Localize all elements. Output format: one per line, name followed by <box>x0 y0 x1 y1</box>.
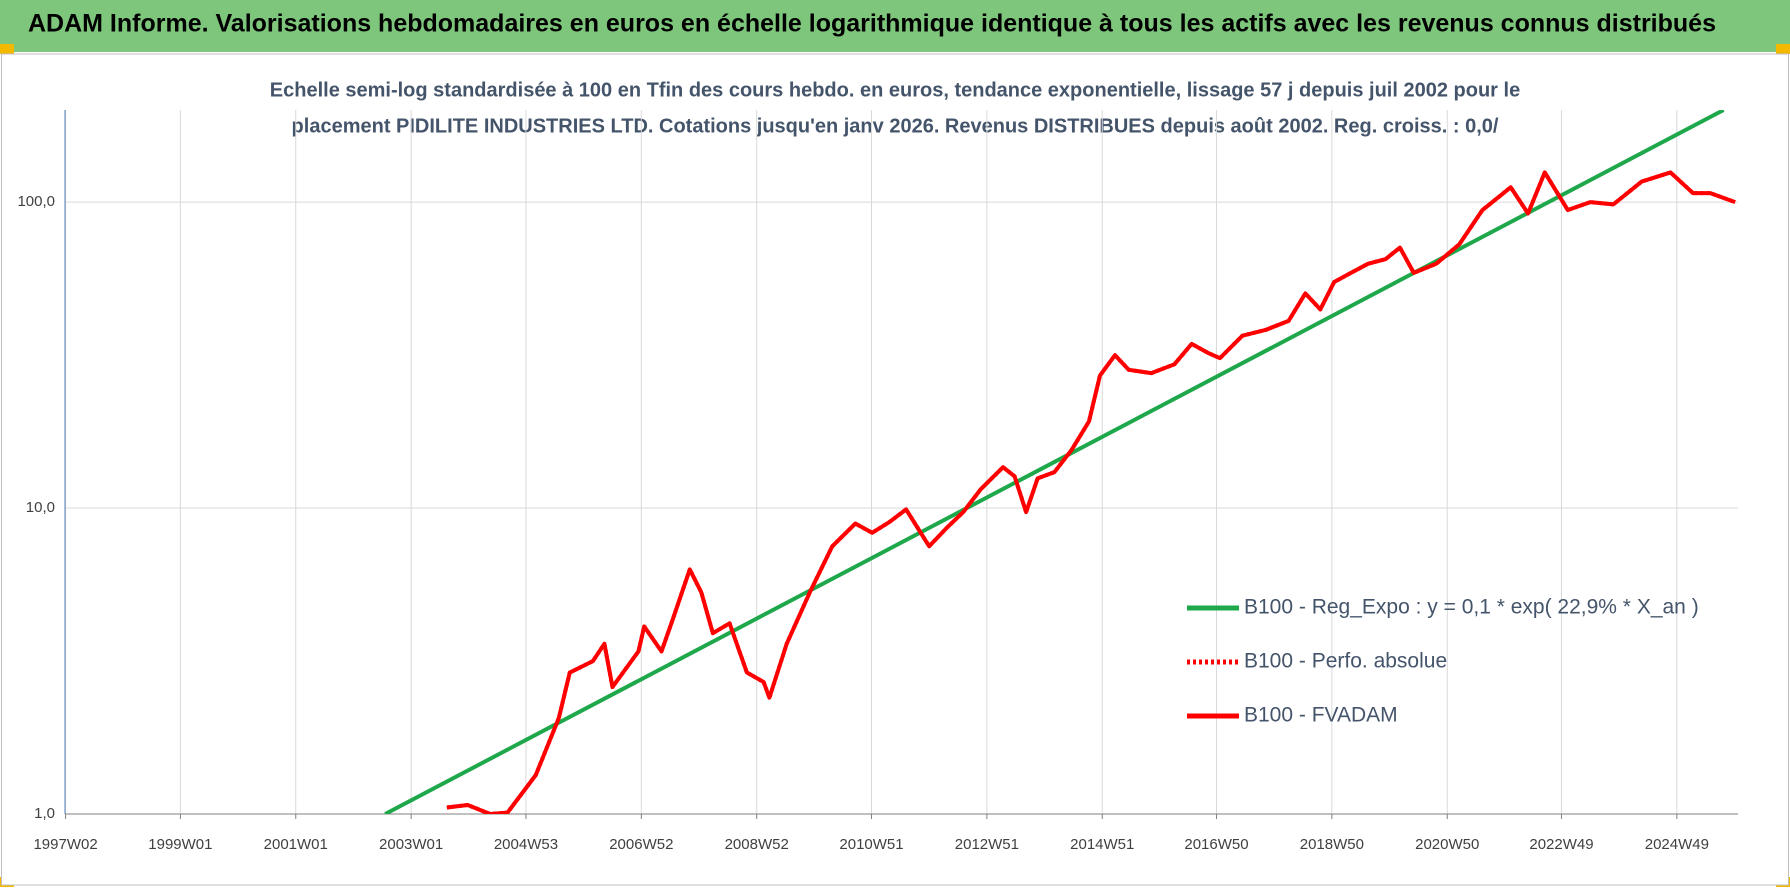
x-tick-label: 2006W52 <box>609 836 673 853</box>
corner <box>0 44 14 54</box>
chart-title: ADAM Informe. Valorisations hebdomadaire… <box>28 10 1716 38</box>
x-tick-label: 2012W51 <box>955 836 1019 853</box>
series-line <box>384 110 1725 814</box>
x-tick-label: 2001W01 <box>264 836 328 853</box>
x-tick-label: 2010W51 <box>839 836 903 853</box>
legend-label: B100 - Perfo. absolue <box>1244 650 1447 673</box>
x-tick-label: 2020W50 <box>1415 836 1479 853</box>
legend-label: B100 - FVADAM <box>1244 704 1398 727</box>
corner <box>1776 44 1790 54</box>
subtitle: placement PIDILITE INDUSTRIES LTD. Cotat… <box>292 115 1499 137</box>
y-tick-label: 1,0 <box>34 805 55 822</box>
x-tick-label: 2016W50 <box>1184 836 1248 853</box>
x-tick-label: 2008W52 <box>725 836 789 853</box>
x-tick-label: 2014W51 <box>1070 836 1134 853</box>
x-tick-label: 1997W02 <box>33 836 97 853</box>
x-tick-label: 2024W49 <box>1645 836 1709 853</box>
x-tick-label: 2022W49 <box>1529 836 1593 853</box>
panel <box>1 53 1789 886</box>
legend-label: B100 - Reg_Expo : y = 0,1 * exp( 22,9% *… <box>1244 596 1699 619</box>
series-line <box>446 170 1736 814</box>
title-bar <box>0 0 1790 52</box>
x-tick-label: 1999W01 <box>148 836 212 853</box>
y-tick-label: 100,0 <box>17 193 55 210</box>
x-tick-label: 2004W53 <box>494 836 558 853</box>
y-tick-label: 10,0 <box>26 499 55 516</box>
subtitle: Echelle semi-log standardisée à 100 en T… <box>270 79 1520 101</box>
x-tick-label: 2003W01 <box>379 836 443 853</box>
x-tick-label: 2018W50 <box>1300 836 1364 853</box>
